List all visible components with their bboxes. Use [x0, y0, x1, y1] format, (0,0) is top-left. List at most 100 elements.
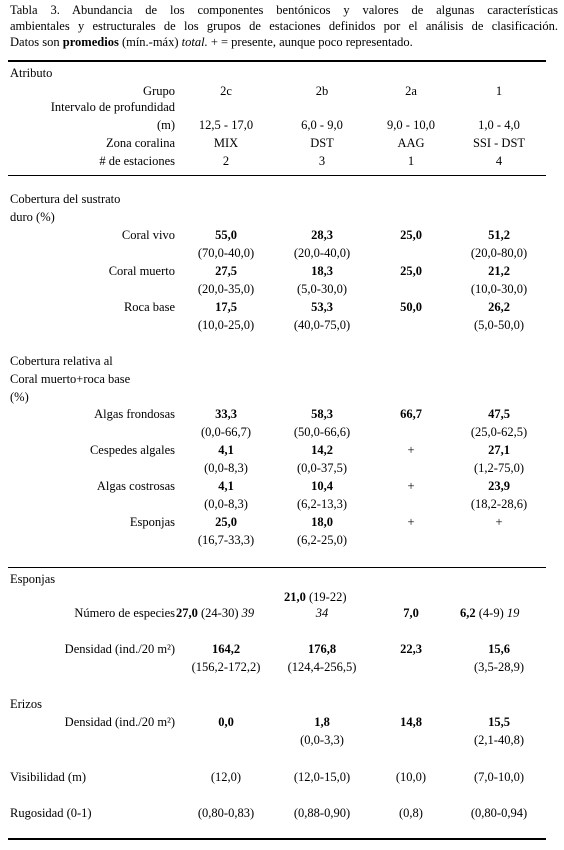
relativa-row-mean: 33,3: [215, 407, 237, 421]
rugosidad-2a: (0,8): [399, 806, 423, 820]
sustrato-row-mean: 18,3: [311, 264, 333, 278]
relativa-row-mean: +: [407, 479, 415, 493]
erizos-range-2b: (0,0-3,3): [300, 733, 344, 747]
especies-2c: 27,0 (24-30) 39: [176, 606, 255, 620]
esp-densidad-range-2c: (156,2-172,2): [191, 660, 261, 674]
estaciones-2b: 3: [318, 154, 326, 168]
estaciones-label: # de estaciones: [99, 154, 175, 168]
esp-densidad-range-2b: (124,4-256,5): [287, 660, 357, 674]
caption-line-2: ambientales y estructurales de los grupo…: [10, 19, 558, 33]
sustrato-row-mean: 50,0: [400, 300, 422, 314]
sustrato-row-label: Roca base: [123, 300, 175, 314]
estaciones-2a: 1: [407, 154, 415, 168]
relativa-row-mean: 47,5: [488, 407, 510, 421]
sustrato-row-range: (10,0-25,0): [197, 318, 255, 332]
table-caption: Tabla 3. Abundancia de los componentes b…: [10, 2, 558, 50]
intervalo-1: 1,0 - 4,0: [478, 118, 520, 132]
relativa-row-mean: 23,9: [488, 479, 510, 493]
grupo-label: Grupo: [143, 84, 175, 98]
grupo-1: 1: [495, 84, 503, 98]
section-title-sustrato: Cobertura del sustrato: [10, 192, 121, 206]
section-title-relativa-2: Coral muerto+roca base: [10, 372, 131, 386]
relativa-row-mean: 18,0: [311, 515, 333, 529]
especies-2b: 21,0 (19-22): [284, 590, 347, 604]
estaciones-2c: 2: [222, 154, 230, 168]
relativa-row-label: Esponjas: [129, 515, 175, 529]
sustrato-row-label: Coral muerto: [108, 264, 175, 278]
zona-2a: AAG: [397, 136, 425, 150]
especies-label: Número de especies: [74, 606, 175, 620]
relativa-row-range: (6,2-13,3): [297, 497, 347, 511]
relativa-row-label: Cespedes algales: [89, 443, 175, 457]
bottom-rule: [8, 838, 546, 840]
relativa-row-label: Algas costrosas: [96, 479, 175, 493]
sustrato-row-range: (70,0-40,0): [197, 246, 255, 260]
sustrato-row-mean: 55,0: [215, 228, 237, 242]
intervalo-2c: 12,5 - 17,0: [198, 118, 254, 132]
relativa-row-range: (1,2-75,0): [474, 461, 524, 475]
erizos-2b: 1,8: [314, 715, 330, 729]
rugosidad-2c: (0,80-0,83): [197, 806, 255, 820]
zona-2b: DST: [310, 136, 334, 150]
relativa-row-mean: 14,2: [311, 443, 333, 457]
relativa-row-mean: +: [407, 515, 415, 529]
sustrato-row-range: (20,0-80,0): [470, 246, 528, 260]
relativa-row-mean: 27,1: [488, 443, 510, 457]
sustrato-row-range: (10,0-30,0): [470, 282, 528, 296]
header-rule: [8, 175, 546, 176]
visibilidad-label: Visibilidad (m): [10, 770, 86, 784]
rugosidad-2b: (0,88-0,90): [293, 806, 351, 820]
erizos-2a: 14,8: [400, 715, 422, 729]
sustrato-row-mean: 25,0: [400, 228, 422, 242]
relativa-row-range: (0,0-66,7): [201, 425, 251, 439]
top-rule: [8, 60, 546, 62]
atributo-label: Atributo: [10, 66, 53, 80]
relativa-row-mean: 58,3: [311, 407, 333, 421]
relativa-row-mean: 25,0: [215, 515, 237, 529]
esp-densidad-range-1: (3,5-28,9): [474, 660, 524, 674]
especies-2b-total: 34: [315, 606, 329, 620]
sustrato-row-range: (5,0-30,0): [297, 282, 347, 296]
visibilidad-1: (7,0-10,0): [474, 770, 524, 784]
relativa-row-mean: 4,1: [218, 443, 234, 457]
relativa-row-mean: +: [495, 515, 503, 529]
relativa-row-mean: 10,4: [311, 479, 333, 493]
sustrato-row-range: (40,0-75,0): [293, 318, 351, 332]
sustrato-row-range: (5,0-50,0): [474, 318, 524, 332]
grupo-2b: 2b: [315, 84, 329, 98]
especies-1: 6,2 (4-9) 19: [460, 606, 520, 620]
relativa-row-mean: +: [407, 443, 415, 457]
estaciones-1: 4: [495, 154, 503, 168]
sustrato-row-mean: 17,5: [215, 300, 237, 314]
relativa-row-range: (18,2-28,6): [470, 497, 528, 511]
relativa-row-range: (0,0-8,3): [204, 497, 248, 511]
relativa-row-mean: 4,1: [218, 479, 234, 493]
visibilidad-2c: (12,0): [210, 770, 242, 784]
esp-densidad-2b: 176,8: [307, 642, 337, 656]
caption-line-1: Tabla 3. Abundancia de los componentes b…: [10, 3, 558, 17]
sustrato-row-range: (20,0-35,0): [197, 282, 255, 296]
especies-2a: 7,0: [403, 606, 419, 620]
esp-densidad-label: Densidad (ind./20 m²): [64, 642, 175, 656]
relativa-row-range: (6,2-25,0): [297, 533, 347, 547]
relativa-row-range: (25,0-62,5): [470, 425, 528, 439]
erizos-densidad-label: Densidad (ind./20 m²): [64, 715, 175, 729]
relativa-row-mean: 66,7: [400, 407, 422, 421]
sustrato-row-mean: 25,0: [400, 264, 422, 278]
sustrato-row-mean: 53,3: [311, 300, 333, 314]
section-title-sustrato-2: duro (%): [10, 210, 55, 224]
grupo-2a: 2a: [405, 84, 417, 98]
intervalo-2b: 6,0 - 9,0: [301, 118, 343, 132]
sustrato-row-mean: 21,2: [488, 264, 510, 278]
sustrato-row-mean: 26,2: [488, 300, 510, 314]
esp-densidad-2a: 22,3: [400, 642, 422, 656]
sustrato-row-mean: 28,3: [311, 228, 333, 242]
zona-1: SSI - DST: [472, 136, 526, 150]
relativa-row-range: (0,0-8,3): [204, 461, 248, 475]
sustrato-row-label: Coral vivo: [121, 228, 175, 242]
esp-densidad-1: 15,6: [488, 642, 510, 656]
section-title-erizos: Erizos: [10, 697, 42, 711]
caption-line-3: Datos son promedios (mín.-máx) total. + …: [10, 35, 413, 49]
intervalo-label: Intervalo de profundidad: [50, 100, 175, 114]
visibilidad-2a: (10,0): [395, 770, 427, 784]
